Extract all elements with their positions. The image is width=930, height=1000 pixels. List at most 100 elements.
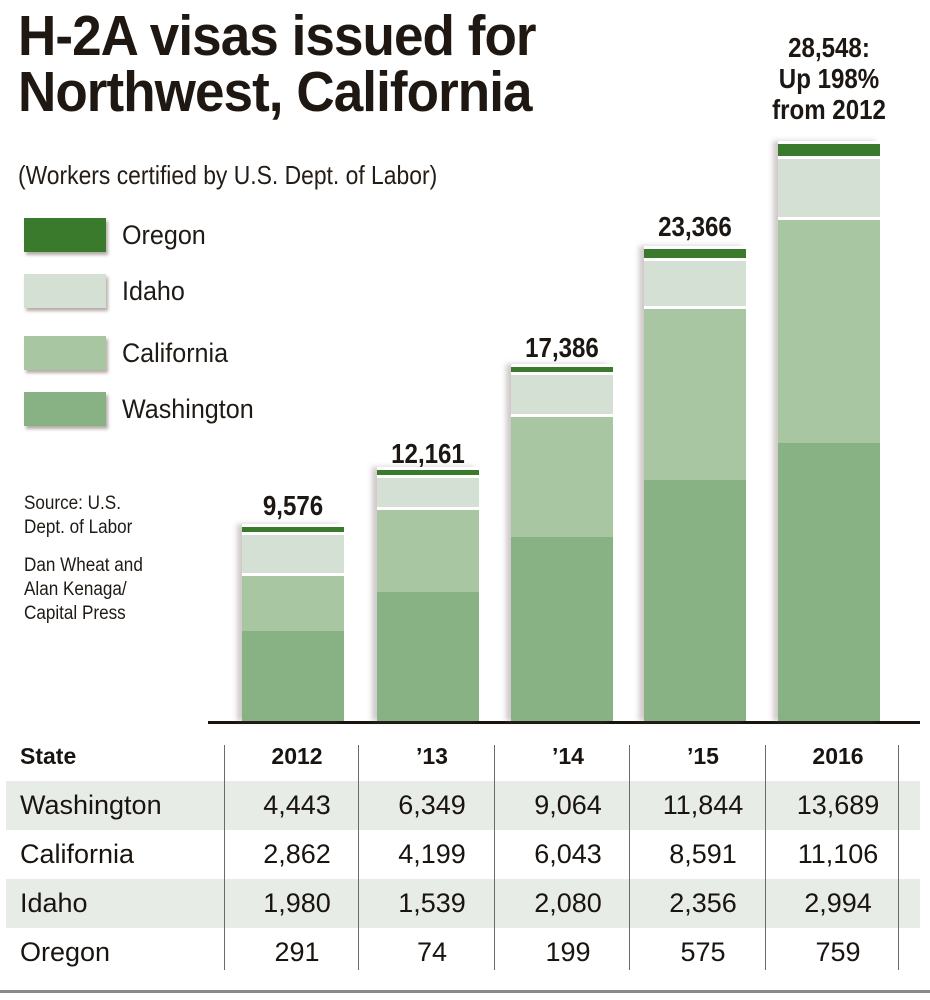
table-cell-value: 9,064: [534, 790, 602, 820]
table-header-state: State: [20, 743, 77, 769]
table-cell-value: 1,980: [263, 888, 331, 918]
bar-0: [242, 524, 344, 721]
bar-1: [377, 467, 479, 721]
bar-segment-washington: [377, 592, 479, 721]
legend-swatch-oregon: [24, 218, 106, 252]
table-divider: [765, 745, 766, 970]
legend-swatch-washington: [24, 392, 106, 426]
bar-segment-idaho: [242, 532, 344, 573]
chart-subtitle: (Workers certified by U.S. Dept. of Labo…: [18, 160, 438, 190]
bar-segment-washington: [644, 480, 746, 721]
stacked-bar-chart: 9,576 12,161 17,386 23,366 28,548: Up 19…: [208, 32, 920, 724]
bar-segment-idaho: [778, 156, 880, 218]
table-cell-value: 74: [416, 937, 448, 967]
table-header-year: ’15: [687, 743, 719, 769]
legend-item-idaho: Idaho: [24, 274, 324, 314]
legend-label-california: California: [122, 338, 229, 368]
table-cell-value: 13,689: [796, 790, 880, 820]
table-cell-value: 2,080: [534, 888, 602, 918]
table-header-year: 2016: [812, 743, 864, 769]
table-cell-state: California: [20, 839, 135, 869]
table-header-year: 2012: [271, 743, 323, 769]
source-line-1: Source: U.S.: [24, 493, 121, 514]
bar-3: [644, 246, 746, 721]
legend-swatch-california: [24, 336, 106, 370]
legend-label-washington: Washington: [122, 394, 254, 424]
table-divider: [358, 745, 359, 970]
table-cell-value: 575: [680, 937, 726, 967]
table-cell-value: 11,106: [797, 839, 879, 869]
bar-segment-oregon: [644, 246, 746, 258]
table-cell-value: 8,591: [669, 839, 737, 869]
bar-total-2016-line-3: from 2012: [772, 94, 886, 125]
bar-segment-california: [242, 572, 344, 631]
table-cell-value: 4,443: [263, 790, 331, 820]
bar-4: [778, 141, 880, 721]
byline-line-2: Alan Kenaga/: [24, 579, 127, 600]
bar-total-2012: 9,576: [262, 490, 324, 521]
chart-title-line-1: H-2A visas issued for: [18, 4, 537, 68]
bar-total-2015: 23,366: [658, 211, 732, 242]
table-cell-value: 6,349: [398, 790, 466, 820]
bar-total-2014: 17,386: [525, 332, 599, 363]
table-header-row: State 2012 ’13 ’14 ’15 2016: [6, 735, 920, 777]
source-note: Source: U.S. Dept. of Labor: [24, 492, 143, 540]
bar-total-2016-line-1: 28,548:: [788, 32, 870, 63]
legend-label-idaho: Idaho: [122, 276, 185, 306]
table-cell-state: Oregon: [20, 937, 111, 967]
byline-line-3: Capital Press: [24, 603, 126, 624]
bar-segment-oregon: [242, 524, 344, 533]
bar-segment-california: [511, 414, 613, 537]
table-cell-value: 1,539: [398, 888, 466, 918]
bar-segment-oregon: [511, 363, 613, 372]
table-divider: [898, 745, 899, 970]
chart-title-line-2: Northwest, California: [18, 60, 533, 124]
legend-label-oregon: Oregon: [122, 220, 206, 250]
x-axis-baseline: [208, 721, 920, 724]
bar-2: [511, 363, 613, 721]
table-cell-value: 199: [545, 937, 591, 967]
table-cell-value: 291: [274, 937, 320, 967]
table-cell-value: 2,356: [669, 888, 737, 918]
credits: Source: U.S. Dept. of Labor Dan Wheat an…: [24, 492, 143, 640]
bar-total-2016: 28,548: Up 198% from 2012: [761, 32, 897, 125]
table-cell-state: Idaho: [20, 888, 88, 918]
byline-line-1: Dan Wheat and: [24, 555, 143, 576]
bar-segment-idaho: [377, 475, 479, 507]
table-row: Washington 4,443 6,349 9,064 11,844 13,689: [6, 781, 920, 830]
bar-segment-washington: [778, 442, 880, 721]
table-divider: [224, 745, 225, 970]
bar-segment-oregon: [377, 467, 479, 476]
bar-segment-california: [644, 305, 746, 481]
table-row: Oregon 291 74 199 575 759: [6, 928, 920, 977]
bar-total-2013: 12,161: [391, 438, 465, 469]
table-cell-value: 2,994: [804, 888, 872, 918]
source-line-2: Dept. of Labor: [24, 517, 133, 538]
table-row: Idaho 1,980 1,539 2,080 2,356 2,994: [6, 879, 920, 928]
table-cell-state: Washington: [20, 790, 162, 820]
bar-segment-washington: [242, 630, 344, 721]
table-header-year: ’13: [416, 743, 448, 769]
bar-total-2016-line-2: Up 198%: [778, 63, 880, 94]
table-row: California 2,862 4,199 6,043 8,591 11,106: [6, 830, 920, 879]
table-cell-value: 2,862: [263, 839, 331, 869]
bar-segment-oregon: [778, 141, 880, 157]
table-divider: [494, 745, 495, 970]
legend-item-oregon: Oregon: [24, 218, 324, 258]
table-cell-value: 11,844: [662, 790, 744, 820]
bottom-rule: [0, 990, 930, 993]
bar-segment-idaho: [511, 371, 613, 415]
table-header-year: ’14: [552, 743, 584, 769]
chart-title: H-2A visas issued for Northwest, Califor…: [18, 4, 537, 124]
legend-item-california: California: [24, 336, 324, 376]
bar-segment-california: [377, 506, 479, 592]
legend-swatch-idaho: [24, 274, 106, 308]
byline: Dan Wheat and Alan Kenaga/ Capital Press: [24, 554, 143, 626]
table-cell-value: 759: [815, 937, 861, 967]
table-cell-value: 4,199: [398, 839, 466, 869]
table-divider: [629, 745, 630, 970]
bar-segment-california: [778, 217, 880, 443]
legend-item-washington: Washington: [24, 392, 324, 432]
bar-segment-idaho: [644, 257, 746, 306]
table-cell-value: 6,043: [534, 839, 602, 869]
